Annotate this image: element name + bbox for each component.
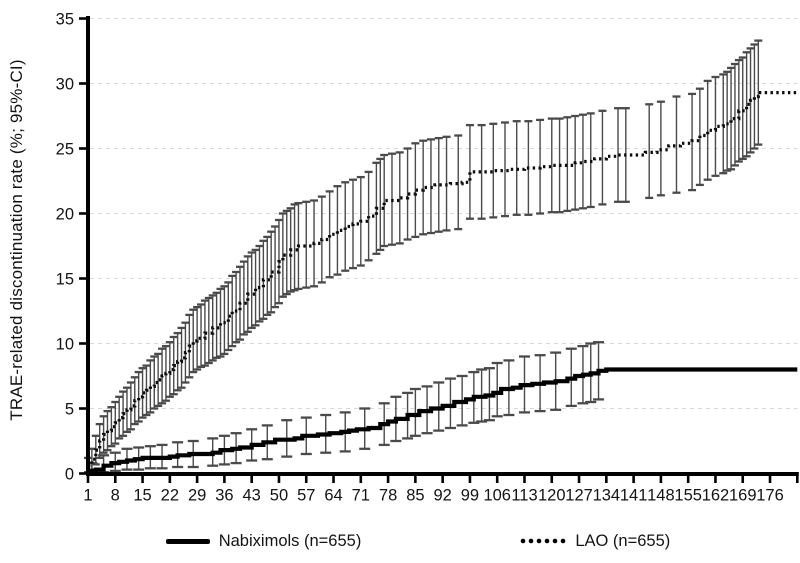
legend: Nabiximols (n=655) LAO (n=655) — [0, 528, 800, 554]
dotted-line-swatch — [519, 538, 567, 544]
svg-text:99: 99 — [461, 487, 479, 505]
svg-text:85: 85 — [406, 487, 424, 505]
svg-text:0: 0 — [65, 466, 74, 484]
y-axis-tick-labels: 0 5 10 15 20 25 30 35 — [56, 11, 74, 484]
svg-text:162: 162 — [702, 487, 730, 505]
legend-label-lao: LAO (n=655) — [575, 531, 671, 550]
lao-n-655-line — [88, 91, 798, 468]
gridlines — [90, 18, 798, 409]
svg-text:92: 92 — [433, 487, 451, 505]
svg-text:30: 30 — [56, 76, 74, 94]
legend-item-nabiximols: Nabiximols (n=655) — [165, 531, 362, 551]
svg-text:71: 71 — [352, 487, 370, 505]
svg-text:148: 148 — [647, 487, 675, 505]
svg-text:64: 64 — [324, 487, 342, 505]
svg-text:20: 20 — [56, 206, 74, 224]
svg-text:113: 113 — [511, 487, 537, 505]
svg-text:15: 15 — [133, 487, 151, 505]
svg-text:120: 120 — [538, 487, 566, 505]
legend-label-nabiximols: Nabiximols (n=655) — [218, 531, 362, 550]
svg-text:5: 5 — [65, 401, 74, 419]
svg-text:10: 10 — [56, 336, 74, 354]
svg-text:141: 141 — [620, 487, 648, 505]
svg-text:50: 50 — [270, 487, 288, 505]
svg-text:176: 176 — [756, 487, 784, 505]
svg-text:155: 155 — [674, 487, 702, 505]
svg-text:8: 8 — [111, 487, 120, 505]
svg-text:15: 15 — [56, 271, 74, 289]
svg-text:57: 57 — [297, 487, 315, 505]
svg-text:22: 22 — [161, 487, 179, 505]
svg-text:106: 106 — [483, 487, 511, 505]
nabiximols-n-655-line — [88, 367, 798, 473]
svg-text:29: 29 — [188, 487, 206, 505]
legend-item-lao: LAO (n=655) — [519, 532, 670, 551]
chart-canvas: 1 8 15 22 29 36 43 50 57 64 71 78 85 92 99 106 113 120 127… — [56, 11, 799, 505]
svg-text:43: 43 — [243, 487, 261, 505]
svg-text:78: 78 — [379, 487, 397, 505]
solid-line-swatch — [165, 538, 210, 544]
svg-text:1: 1 — [83, 487, 92, 505]
svg-text:169: 169 — [729, 487, 757, 505]
svg-text:25: 25 — [56, 141, 74, 159]
y-axis-title: TRAE-related discontinuation rate (%; 95… — [7, 59, 26, 421]
svg-text:134: 134 — [593, 487, 621, 505]
svg-text:36: 36 — [215, 487, 233, 505]
svg-text:35: 35 — [56, 11, 74, 29]
lao-n-655-error-bars — [84, 39, 763, 474]
tick-marks — [79, 17, 799, 483]
svg-text:127: 127 — [565, 487, 593, 505]
nabiximols-n-655-error-bars — [86, 341, 605, 475]
x-axis-tick-labels: 1 8 15 22 29 36 43 50 57 64 71 78 85 92 99 106 113 120 127… — [83, 487, 783, 505]
axes — [86, 16, 799, 476]
